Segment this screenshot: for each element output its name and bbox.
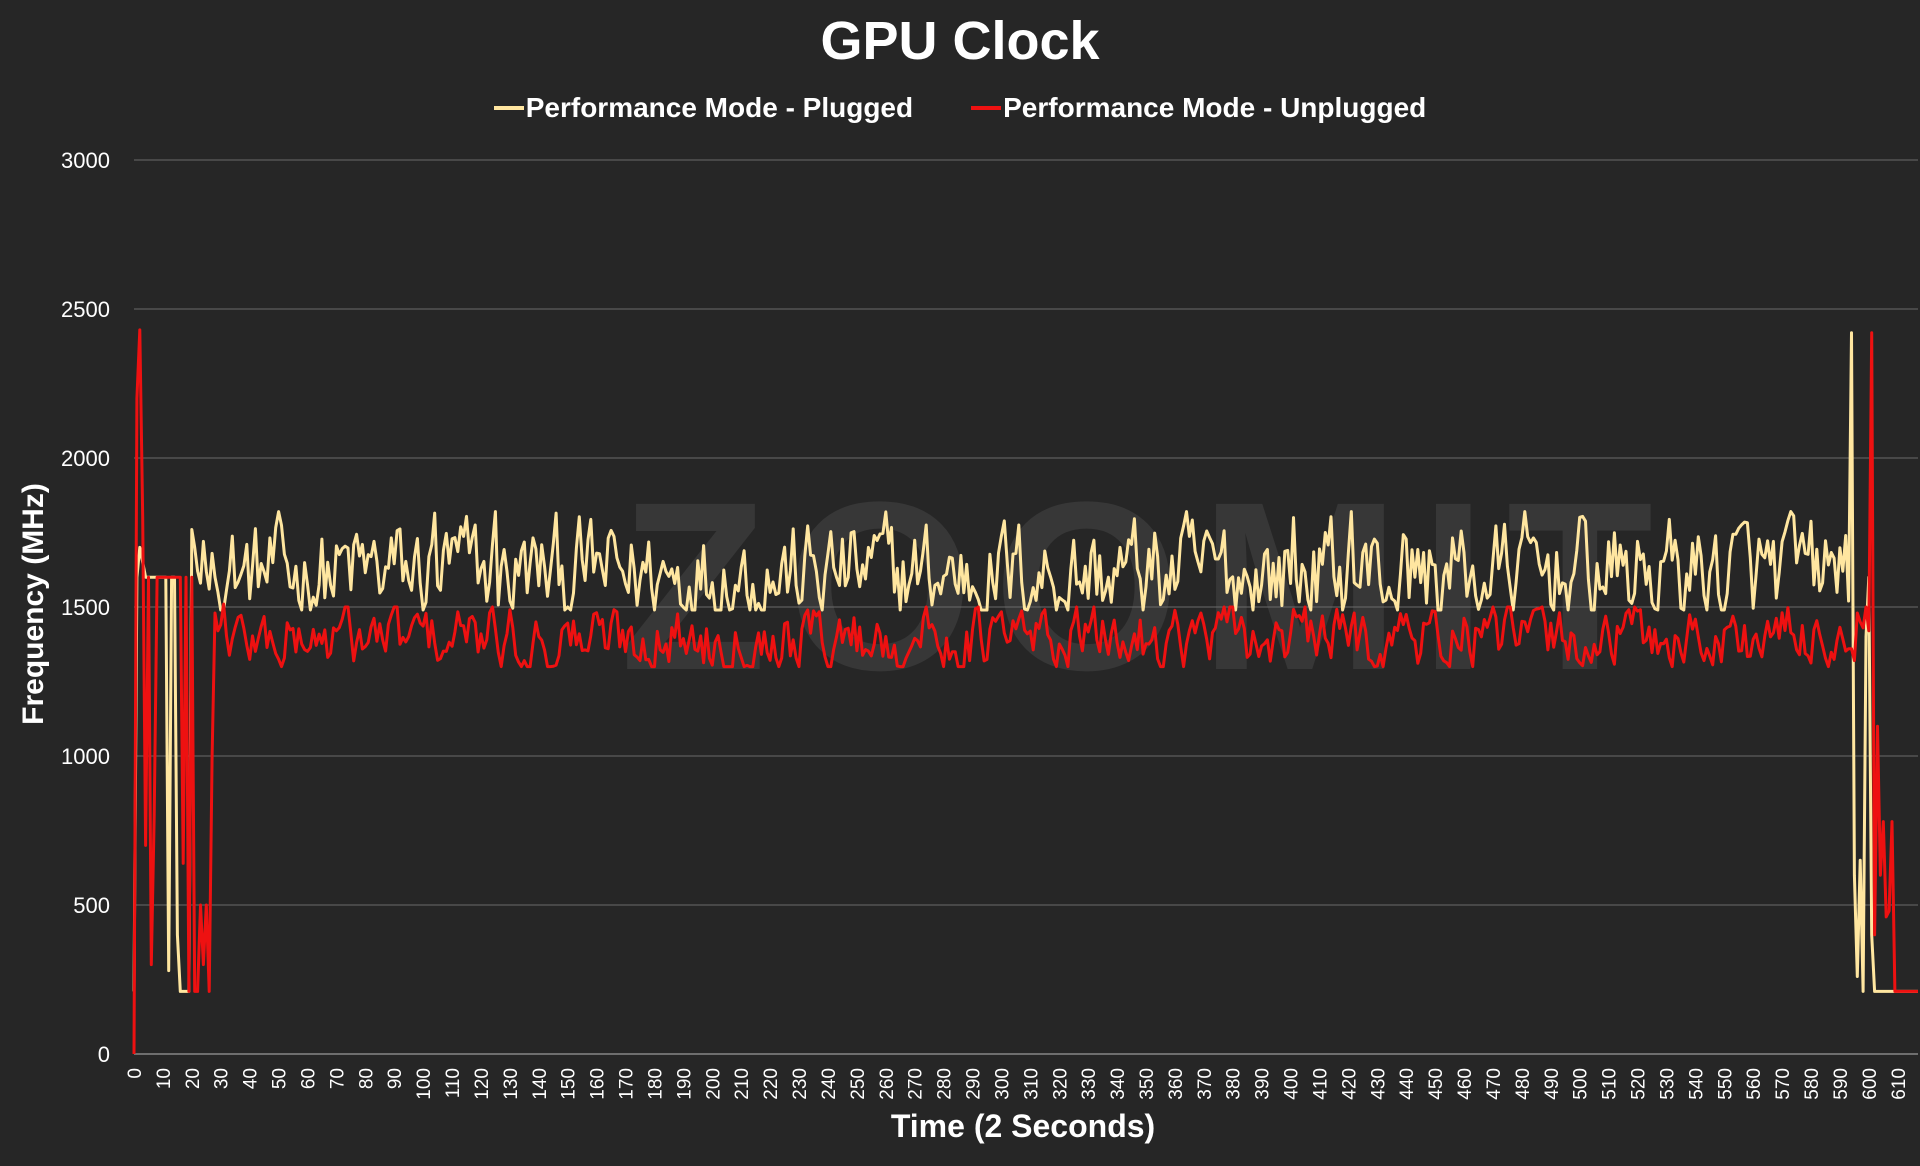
x-tick-label-200: 200 (703, 1068, 724, 1100)
x-tick-label-120: 120 (472, 1068, 493, 1100)
y-tick-label-2000: 2000 (61, 446, 110, 471)
x-tick-label-430: 430 (1368, 1068, 1389, 1100)
x-tick-label-420: 420 (1339, 1068, 1360, 1100)
x-tick-label-460: 460 (1455, 1068, 1476, 1100)
x-tick-label-350: 350 (1137, 1068, 1158, 1100)
x-tick-label-590: 590 (1831, 1068, 1852, 1100)
x-tick-label-310: 310 (1021, 1068, 1042, 1100)
x-tick-label-230: 230 (790, 1068, 811, 1100)
y-tick-label-1000: 1000 (61, 744, 110, 769)
x-tick-label-0: 0 (125, 1068, 146, 1079)
x-tick-label-400: 400 (1282, 1068, 1303, 1100)
x-tick-label-220: 220 (761, 1068, 782, 1100)
y-tick-label-2500: 2500 (61, 297, 110, 322)
x-tick-label-580: 580 (1802, 1068, 1823, 1100)
x-tick-label-500: 500 (1571, 1068, 1592, 1100)
x-tick-label-600: 600 (1860, 1068, 1881, 1100)
y-axis-label: Frequency (MHz) (17, 483, 50, 725)
y-tick-label-3000: 3000 (61, 148, 110, 173)
series-line-plugged (132, 331, 1918, 993)
x-tick-label-190: 190 (674, 1068, 695, 1100)
x-tick-label-60: 60 (298, 1068, 319, 1089)
x-tick-label-390: 390 (1253, 1068, 1274, 1100)
y-tick-label-500: 500 (73, 893, 110, 918)
y-tick-label-1500: 1500 (61, 595, 110, 620)
x-tick-label-560: 560 (1744, 1068, 1765, 1100)
x-tick-label-10: 10 (154, 1068, 175, 1089)
x-tick-label-610: 610 (1889, 1068, 1910, 1100)
x-axis-label: Time (2 Seconds) (890, 1108, 1156, 1144)
x-tick-label-140: 140 (530, 1068, 551, 1100)
x-tick-label-520: 520 (1629, 1068, 1650, 1100)
x-tick-label-300: 300 (992, 1068, 1013, 1100)
x-tick-label-20: 20 (183, 1068, 204, 1089)
x-tick-label-530: 530 (1657, 1068, 1678, 1100)
x-tick-label-180: 180 (645, 1068, 666, 1100)
x-tick-label-450: 450 (1426, 1068, 1447, 1100)
chart-title: GPU Clock (820, 11, 1100, 71)
x-tick-label-80: 80 (356, 1068, 377, 1089)
x-tick-label-210: 210 (732, 1068, 753, 1100)
legend-label-plugged: Performance Mode - Plugged (525, 92, 914, 123)
x-tick-label-360: 360 (1166, 1068, 1187, 1100)
x-tick-label-330: 330 (1079, 1068, 1100, 1100)
x-tick-label-410: 410 (1310, 1068, 1331, 1100)
x-tick-label-160: 160 (588, 1068, 609, 1100)
legend-item-unplugged: Performance Mode - Unplugged (971, 92, 1426, 124)
x-tick-label-70: 70 (327, 1068, 348, 1089)
x-tick-label-290: 290 (964, 1068, 985, 1100)
x-tick-label-340: 340 (1108, 1068, 1129, 1100)
x-tick-label-380: 380 (1224, 1068, 1245, 1100)
series-line-unplugged (132, 328, 1918, 1055)
legend: Performance Mode - Plugged Performance M… (0, 92, 1920, 124)
x-tick-label-170: 170 (617, 1068, 638, 1100)
x-tick-label-550: 550 (1715, 1068, 1736, 1100)
x-tick-label-320: 320 (1050, 1068, 1071, 1100)
x-tick-label-50: 50 (270, 1068, 291, 1089)
x-tick-label-470: 470 (1484, 1068, 1505, 1100)
x-tick-label-130: 130 (501, 1068, 522, 1100)
x-tick-label-280: 280 (935, 1068, 956, 1100)
x-tick-label-150: 150 (559, 1068, 580, 1100)
x-tick-label-40: 40 (241, 1068, 262, 1089)
legend-swatch-plugged (493, 106, 524, 110)
x-tick-label-30: 30 (212, 1068, 233, 1089)
x-tick-label-480: 480 (1513, 1068, 1534, 1100)
legend-swatch-unplugged (971, 106, 1002, 110)
x-tick-label-570: 570 (1773, 1068, 1794, 1100)
x-tick-label-510: 510 (1600, 1068, 1621, 1100)
x-tick-label-90: 90 (385, 1068, 406, 1089)
legend-item-plugged: Performance Mode - Plugged (493, 92, 914, 124)
x-tick-label-250: 250 (848, 1068, 869, 1100)
x-tick-label-240: 240 (819, 1068, 840, 1100)
x-tick-label-370: 370 (1195, 1068, 1216, 1100)
legend-label-unplugged: Performance Mode - Unplugged (1003, 92, 1427, 123)
x-tick-label-260: 260 (877, 1068, 898, 1100)
x-tick-label-490: 490 (1542, 1068, 1563, 1100)
x-tick-label-440: 440 (1397, 1068, 1418, 1100)
x-tick-label-110: 110 (443, 1068, 464, 1098)
x-tick-label-270: 270 (906, 1068, 927, 1100)
x-tick-label-100: 100 (414, 1068, 435, 1100)
x-tick-label-540: 540 (1686, 1068, 1707, 1100)
y-tick-label-0: 0 (98, 1042, 110, 1067)
